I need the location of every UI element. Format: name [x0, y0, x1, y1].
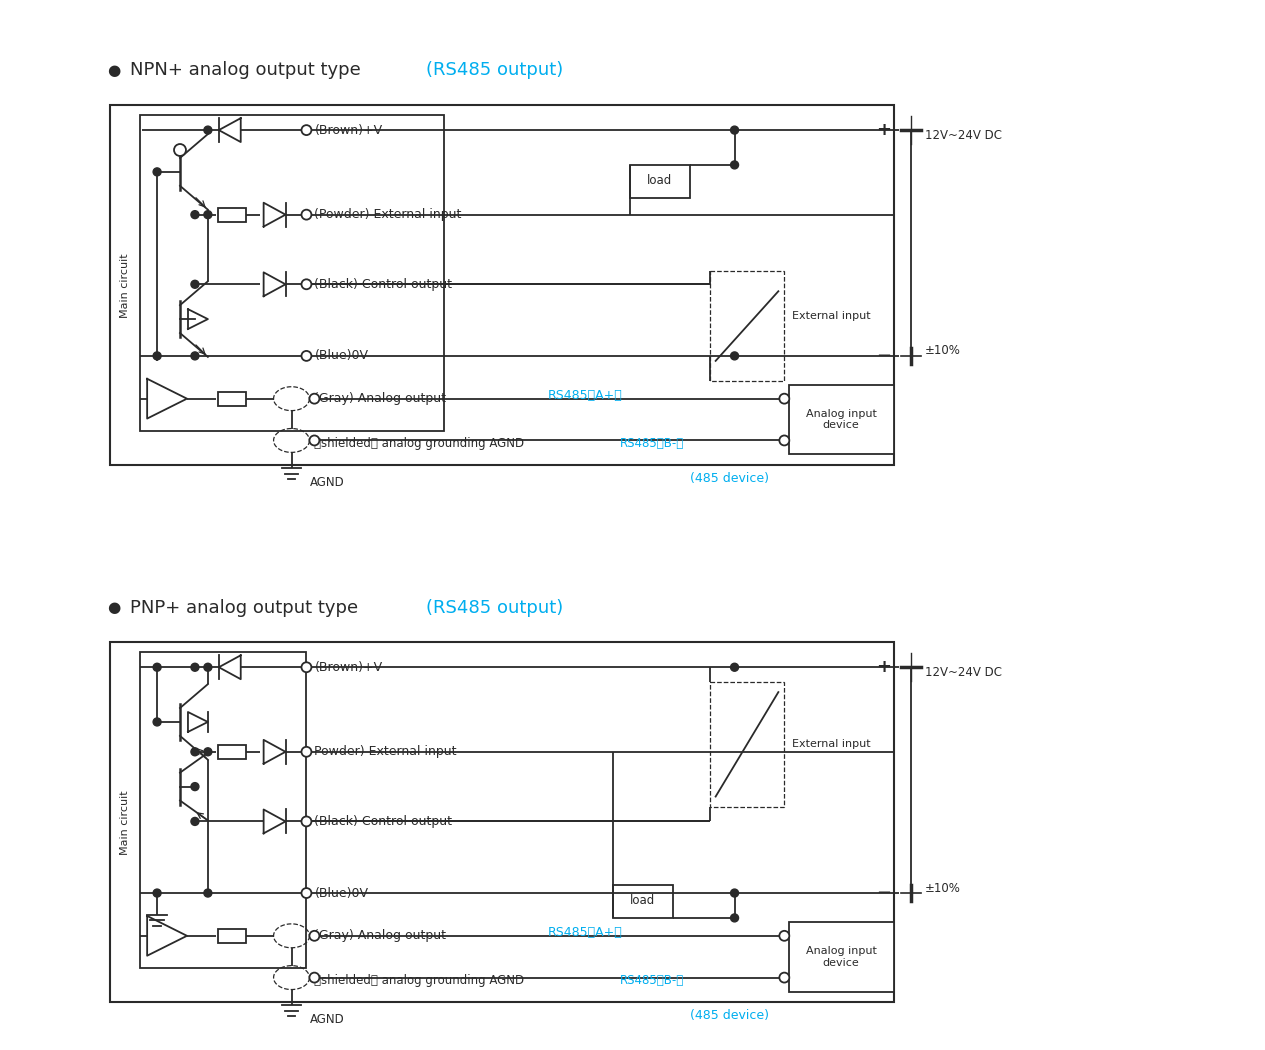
Text: ±10%: ±10% — [925, 344, 960, 357]
Text: (RS485 output): (RS485 output) — [426, 61, 563, 80]
Text: −: − — [875, 884, 891, 902]
Text: PNP+ analog output type: PNP+ analog output type — [130, 598, 358, 616]
Circle shape — [301, 125, 311, 135]
Text: +: + — [875, 658, 891, 676]
Circle shape — [779, 931, 789, 941]
Circle shape — [731, 664, 739, 671]
Circle shape — [301, 888, 311, 898]
Text: (Blue)0V: (Blue)0V — [315, 886, 368, 900]
Circle shape — [153, 889, 161, 897]
Circle shape — [731, 914, 739, 922]
Text: (Brown)+V: (Brown)+V — [315, 660, 382, 674]
Circle shape — [731, 126, 739, 134]
Text: (Powder) External input: (Powder) External input — [315, 208, 462, 222]
Text: (RS485 output): (RS485 output) — [426, 598, 563, 616]
Text: RS485（A+）: RS485（A+） — [548, 390, 622, 402]
Text: Main circuit: Main circuit — [120, 253, 130, 317]
Bar — [789, 384, 894, 455]
Text: 12V~24V DC: 12V~24V DC — [925, 666, 1002, 678]
Circle shape — [310, 972, 319, 983]
Circle shape — [153, 718, 161, 726]
Text: ●: ● — [108, 63, 120, 78]
Circle shape — [731, 161, 739, 169]
Text: (Brown)+V: (Brown)+V — [315, 124, 382, 136]
Text: External input: External input — [792, 739, 870, 749]
Circle shape — [153, 168, 161, 175]
Circle shape — [301, 817, 311, 826]
Text: RS485（A+）: RS485（A+） — [548, 926, 622, 940]
Circle shape — [153, 664, 161, 671]
Circle shape — [204, 664, 211, 671]
Text: RS485（B-）: RS485（B-） — [620, 974, 684, 987]
Text: ±10%: ±10% — [925, 882, 960, 895]
Text: (Blue)0V: (Blue)0V — [315, 350, 368, 362]
Text: −: − — [875, 346, 891, 365]
Circle shape — [731, 352, 739, 360]
Bar — [710, 682, 784, 806]
Text: load: load — [630, 895, 655, 907]
Circle shape — [779, 436, 789, 445]
Text: 12V~24V DC: 12V~24V DC — [925, 128, 1002, 142]
Circle shape — [204, 211, 211, 218]
Text: (Black) Control output: (Black) Control output — [315, 278, 453, 291]
Circle shape — [301, 747, 311, 757]
Circle shape — [191, 782, 199, 791]
Text: Analog input
device: Analog input device — [806, 408, 877, 430]
Circle shape — [204, 889, 211, 897]
Circle shape — [204, 748, 211, 756]
Circle shape — [175, 144, 186, 156]
Circle shape — [310, 436, 319, 445]
Circle shape — [301, 210, 311, 219]
Bar — [218, 744, 245, 759]
Bar — [614, 885, 673, 918]
Circle shape — [301, 351, 311, 361]
Circle shape — [191, 280, 199, 289]
Text: (Gray) Analog output: (Gray) Analog output — [315, 929, 447, 942]
Circle shape — [310, 931, 319, 941]
Circle shape — [191, 352, 199, 360]
Bar — [110, 105, 894, 465]
Text: Powder) External input: Powder) External input — [315, 746, 457, 758]
Circle shape — [301, 279, 311, 289]
Text: load: load — [648, 174, 673, 187]
Text: (485 device): (485 device) — [691, 472, 769, 485]
Bar — [630, 165, 689, 197]
Bar — [710, 271, 784, 381]
Circle shape — [153, 352, 161, 360]
Text: Analog input
device: Analog input device — [806, 946, 877, 967]
Circle shape — [191, 748, 199, 756]
Text: RS485（B-）: RS485（B-） — [620, 437, 684, 450]
Bar — [140, 116, 444, 430]
Text: (485 device): (485 device) — [691, 1009, 769, 1023]
Circle shape — [310, 394, 319, 403]
Circle shape — [191, 211, 199, 218]
Text: （shielded） analog grounding AGND: （shielded） analog grounding AGND — [315, 437, 525, 450]
Bar — [218, 208, 245, 222]
Text: AGND: AGND — [310, 1013, 344, 1027]
Text: NPN+ analog output type: NPN+ analog output type — [130, 61, 361, 80]
Circle shape — [779, 972, 789, 983]
Text: （shielded） analog grounding AGND: （shielded） analog grounding AGND — [315, 974, 525, 987]
Circle shape — [731, 889, 739, 897]
Circle shape — [779, 394, 789, 403]
Bar — [789, 922, 894, 991]
Text: (Gray) Analog output: (Gray) Analog output — [315, 392, 447, 405]
Text: ●: ● — [108, 600, 120, 615]
Circle shape — [204, 126, 211, 134]
Bar — [110, 643, 894, 1003]
Bar — [218, 929, 245, 943]
Text: Main circuit: Main circuit — [120, 790, 130, 855]
Text: (Black) Control output: (Black) Control output — [315, 815, 453, 827]
Circle shape — [301, 663, 311, 672]
Bar — [218, 392, 245, 405]
Text: AGND: AGND — [310, 477, 344, 489]
Text: +: + — [875, 121, 891, 139]
Circle shape — [191, 664, 199, 671]
Bar — [140, 652, 306, 968]
Circle shape — [191, 818, 199, 825]
Text: External input: External input — [792, 311, 870, 321]
